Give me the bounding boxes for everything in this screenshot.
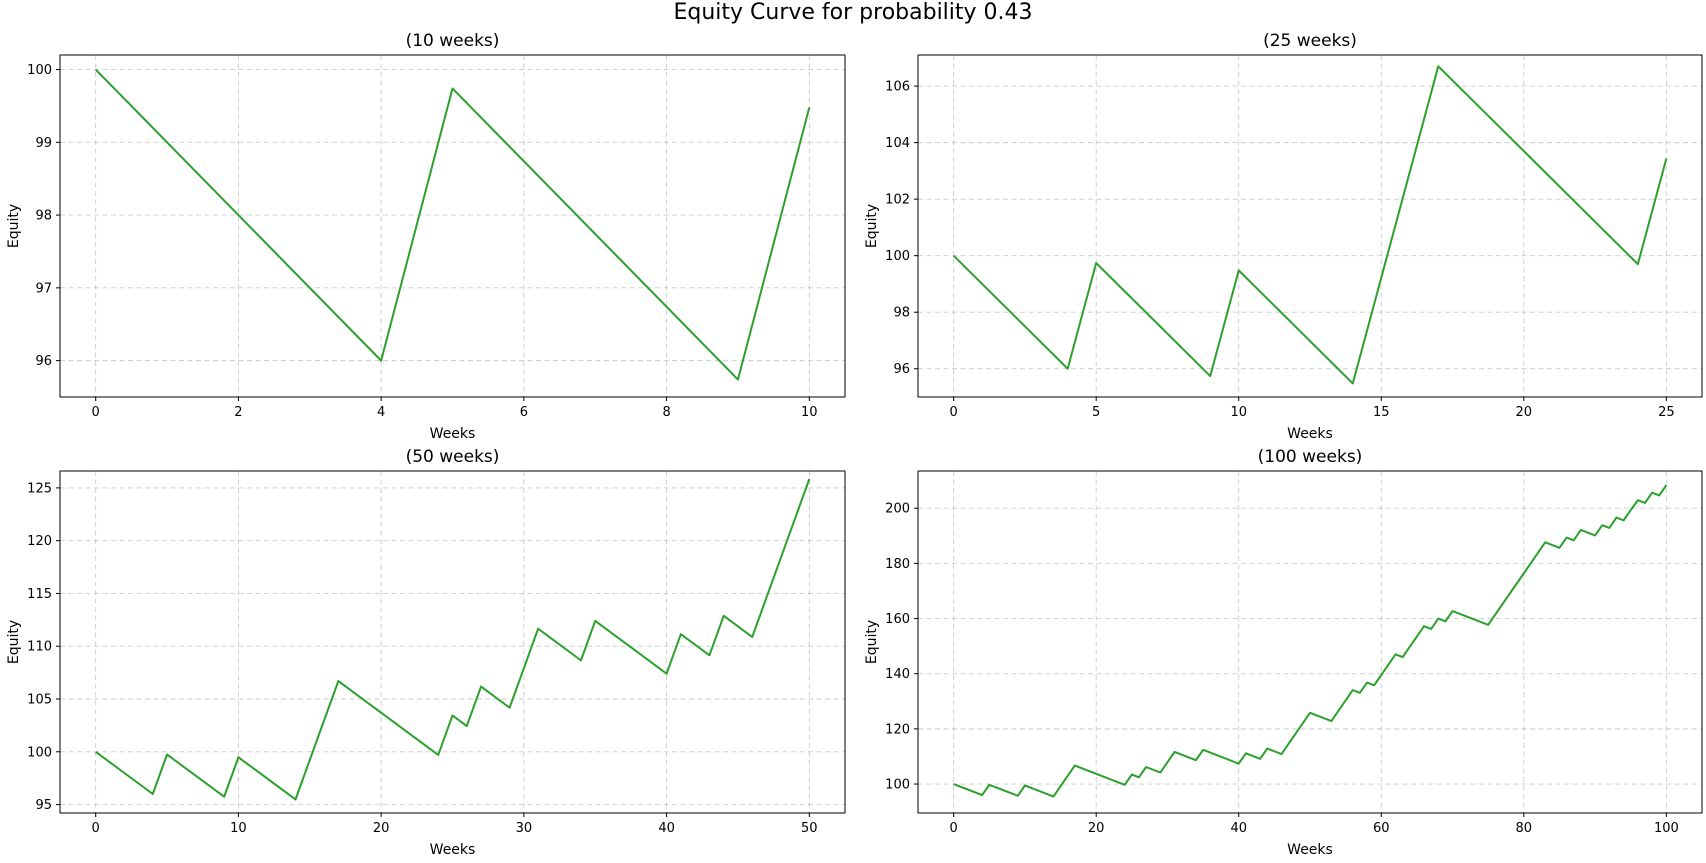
- x-axis-label: Weeks: [430, 842, 476, 858]
- x-tick-label: 2: [234, 405, 242, 420]
- chart-100-weeks: 0 20 40 60 80 100 100 120 140 160 180 200 Weeks Equit…: [864, 447, 1703, 858]
- plot-frame: [917, 54, 1703, 398]
- y-tick-label: 125: [27, 481, 52, 496]
- y-tick-label: 100: [27, 745, 52, 760]
- x-tick-label: 8: [662, 405, 670, 420]
- y-tick-label: 95: [35, 798, 52, 813]
- y-tick-label: 100: [885, 778, 910, 793]
- figure-title: Equity Curve for probability 0.43: [673, 0, 1033, 25]
- y-tick-label: 98: [35, 209, 52, 224]
- x-tick-label: 80: [1516, 821, 1533, 836]
- y-tick-label: 106: [885, 80, 910, 95]
- chart-title: (10 weeks): [406, 31, 500, 51]
- x-tick-label: 15: [1373, 405, 1390, 420]
- y-tick-label: 96: [893, 362, 910, 377]
- x-tick-label: 10: [1230, 405, 1247, 420]
- y-axis-label: Equity: [6, 620, 22, 664]
- y-tick-label: 140: [885, 667, 910, 682]
- x-tick-label: 40: [1230, 821, 1247, 836]
- x-tick-label: 50: [801, 821, 818, 836]
- y-tick-label: 102: [885, 193, 910, 208]
- x-axis-label: Weeks: [1287, 842, 1333, 858]
- x-axis-label: Weeks: [1287, 426, 1333, 442]
- x-tick-label: 0: [92, 405, 100, 420]
- y-axis-label: Equity: [6, 204, 22, 248]
- y-tick-label: 104: [885, 136, 910, 151]
- x-tick-label: 10: [801, 405, 818, 420]
- chart-title: (50 weeks): [406, 447, 500, 467]
- x-tick-label: 0: [949, 821, 957, 836]
- chart-10-weeks: 0 2 4 6 8 10 96 97 98 99 100 Weeks Equity (10 weeks): [6, 31, 846, 442]
- x-tick-label: 10: [230, 821, 247, 836]
- y-tick-label: 120: [27, 534, 52, 549]
- x-tick-label: 40: [658, 821, 675, 836]
- x-tick-label: 20: [1088, 821, 1105, 836]
- y-tick-label: 96: [35, 354, 52, 369]
- equity-line: [953, 484, 1668, 798]
- x-tick-label: 20: [373, 821, 390, 836]
- x-tick-label: 60: [1373, 821, 1390, 836]
- y-tick-label: 115: [27, 587, 52, 602]
- x-tick-label: 25: [1658, 405, 1675, 420]
- x-tick-label: 30: [516, 821, 533, 836]
- x-tick-label: 4: [377, 405, 385, 420]
- y-tick-label: 110: [27, 640, 52, 655]
- x-tick-label: 20: [1516, 405, 1533, 420]
- y-tick-label: 97: [35, 281, 52, 296]
- equity-line: [94, 68, 811, 381]
- x-tick-label: 5: [1092, 405, 1100, 420]
- chart-50-weeks: 0 10 20 30 40 50 95 100 105 110 115 120 125 Weeks Equi…: [6, 447, 846, 858]
- chart-title: (100 weeks): [1258, 447, 1363, 467]
- x-tick-label: 0: [949, 405, 957, 420]
- equity-line: [95, 478, 811, 801]
- equity-line: [952, 65, 1668, 385]
- x-tick-label: 100: [1654, 821, 1679, 836]
- y-tick-label: 180: [885, 557, 910, 572]
- x-axis-label: Weeks: [430, 426, 476, 442]
- y-tick-label: 120: [885, 722, 910, 737]
- y-tick-label: 100: [885, 249, 910, 264]
- y-tick-label: 100: [27, 63, 52, 78]
- plot-frame: [59, 470, 846, 814]
- y-tick-label: 160: [885, 612, 910, 627]
- y-tick-label: 105: [27, 693, 52, 708]
- chart-title: (25 weeks): [1263, 31, 1357, 51]
- y-axis-label: Equity: [864, 620, 880, 664]
- y-axis-label: Equity: [864, 204, 880, 248]
- x-tick-label: 6: [520, 405, 528, 420]
- plot-frame: [59, 54, 846, 398]
- y-tick-label: 98: [893, 306, 910, 321]
- y-tick-label: 200: [885, 502, 910, 517]
- chart-25-weeks: 0 5 10 15 20 25 96 98 100 102 104 106 Weeks Equity (25…: [864, 31, 1703, 442]
- x-tick-label: 0: [92, 821, 100, 836]
- y-tick-label: 99: [35, 136, 52, 151]
- plot-frame: [917, 470, 1703, 814]
